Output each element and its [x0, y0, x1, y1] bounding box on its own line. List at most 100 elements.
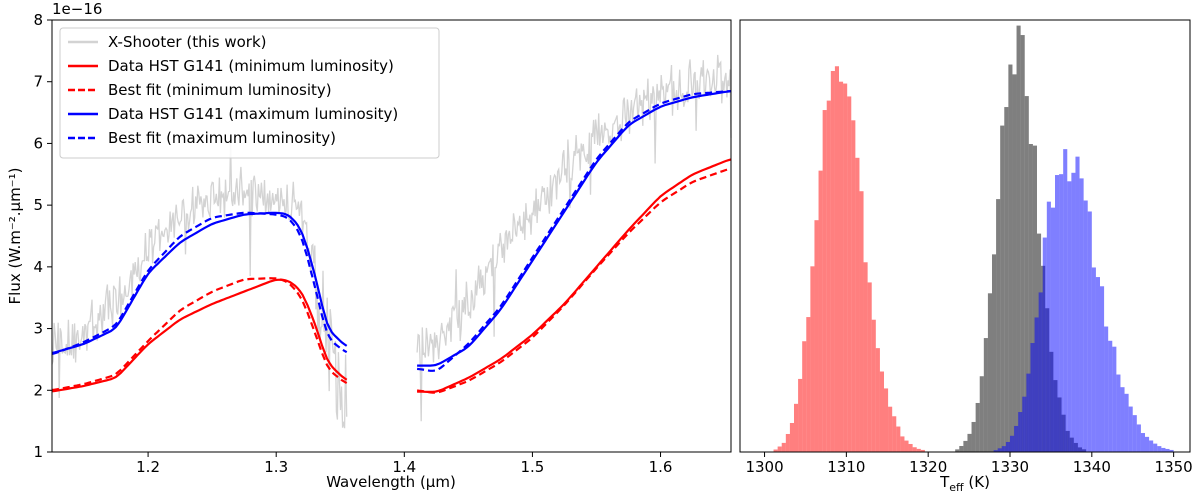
histogram-bar	[1004, 107, 1009, 452]
histogram-bar	[896, 426, 901, 452]
histogram-bar	[1091, 267, 1096, 452]
legend-label-min-data: Data HST G141 (minimum luminosity)	[108, 57, 394, 75]
teff-tick-label: 1350	[1155, 458, 1193, 476]
histogram-bar	[1132, 415, 1137, 452]
histogram-bar	[983, 338, 988, 452]
histogram-bar	[859, 191, 864, 452]
teff-tick-label: 1330	[991, 458, 1029, 476]
histogram-series-0	[773, 66, 925, 453]
histogram-bar	[830, 70, 835, 452]
histogram-bar	[1124, 393, 1129, 452]
series-line-3-segment-1	[417, 90, 732, 367]
x-tick-label: 1.5	[520, 458, 544, 476]
legend-label-max-fit: Best fit (maximum luminosity)	[108, 129, 336, 147]
histogram-bar	[834, 66, 839, 453]
teff-tick-label: 1320	[909, 458, 947, 476]
histogram-bar	[839, 81, 844, 452]
histogram-x-ticks: 1300 1310 1320 1330 1340 1350	[745, 452, 1193, 476]
histogram-bar	[1046, 201, 1051, 452]
histogram-bar	[1050, 207, 1055, 452]
histogram-bar	[912, 447, 917, 452]
histogram-bar	[993, 450, 998, 452]
spectrum-axes-frame	[51, 19, 732, 453]
histogram-bar	[1104, 326, 1109, 452]
histogram-series-2	[993, 149, 1174, 453]
histogram-bar	[1038, 292, 1043, 452]
teff-tick-label: 1300	[745, 458, 783, 476]
histogram-bar	[822, 110, 827, 453]
histogram-bar	[1083, 200, 1088, 452]
histogram-bar	[979, 376, 984, 452]
histogram-bar	[1014, 425, 1019, 452]
histogram-bar	[996, 199, 1001, 452]
histogram-plot-area	[773, 25, 1174, 453]
histogram-bar	[781, 442, 786, 452]
y-tick-label: 2	[33, 381, 43, 399]
y-tick-label: 3	[33, 320, 43, 338]
histogram-bar	[785, 433, 790, 452]
teff-histogram-panel: 1300 1310 1320 1330 1340 1350 Teff (K)	[739, 19, 1193, 494]
histogram-bar	[967, 433, 972, 452]
histogram-bar	[777, 446, 782, 452]
spectrum-panel: 1.2 1.3 1.4 1.5 1.6 1 2 3 4 5 6 7 8 1e−16 Wavelengt…	[6, 0, 732, 491]
histogram-bar	[955, 449, 960, 452]
series-line-1-segment-0	[51, 278, 348, 393]
teff-axis-label: Teff (K)	[939, 473, 990, 494]
histogram-bar	[1055, 175, 1060, 453]
histogram-bar	[904, 440, 909, 452]
x-tick-label: 1.6	[649, 458, 673, 476]
histogram-bar	[802, 341, 807, 452]
legend-label-min-fit: Best fit (minimum luminosity)	[108, 81, 332, 99]
histogram-bar	[798, 378, 803, 452]
y-tick-label: 4	[33, 258, 43, 276]
y-tick-label: 5	[33, 196, 43, 214]
x-tick-label: 1.2	[136, 458, 160, 476]
histogram-bar	[963, 440, 968, 452]
histogram-bar	[884, 388, 889, 452]
histogram-bar	[1128, 406, 1133, 452]
series-line-4-segment-0	[51, 211, 348, 356]
histogram-bar	[1140, 433, 1145, 452]
legend-label-max-data: Data HST G141 (maximum luminosity)	[108, 105, 398, 123]
histogram-bar	[1149, 440, 1154, 452]
histogram-bar	[1063, 149, 1068, 452]
histogram-bar	[987, 293, 992, 452]
histogram-bar	[1016, 25, 1021, 452]
y-tick-label: 6	[33, 134, 43, 152]
x-tick-label: 1.3	[264, 458, 288, 476]
histogram-bar	[847, 96, 852, 453]
histogram-bar	[992, 254, 997, 452]
histogram-bar	[1059, 174, 1064, 452]
histogram-bar	[888, 406, 893, 452]
histogram-bar	[975, 402, 980, 452]
histogram-bar	[1120, 387, 1125, 452]
histogram-bar	[997, 448, 1002, 452]
legend-box	[59, 27, 440, 159]
histogram-bar	[1108, 340, 1113, 452]
histogram-bar	[1169, 449, 1174, 452]
histogram-bar	[1028, 144, 1033, 453]
y-exponent-label: 1e−16	[52, 0, 102, 18]
histogram-bar	[794, 403, 799, 452]
spectrum-plot-area	[51, 54, 732, 429]
histogram-bar	[879, 371, 884, 452]
histogram-bar	[1145, 436, 1150, 452]
series-line-3-segment-0	[51, 211, 348, 354]
histogram-bar	[1024, 96, 1029, 452]
histogram-bar	[826, 100, 831, 452]
histogram-bar	[1095, 277, 1100, 452]
histogram-bar	[1112, 346, 1117, 452]
histogram-bar	[1026, 373, 1031, 452]
histogram-bar	[875, 348, 880, 452]
y-tick-label: 1	[33, 443, 43, 461]
histogram-bar	[871, 319, 876, 452]
histogram-bar	[1032, 145, 1037, 452]
histogram-bar	[1018, 412, 1023, 452]
y-tick-label: 8	[33, 11, 43, 29]
histogram-bar	[908, 443, 913, 452]
histogram-bar	[920, 449, 925, 452]
histogram-bar	[855, 157, 860, 453]
histogram-bar	[1153, 443, 1158, 452]
histogram-bar	[773, 449, 778, 452]
